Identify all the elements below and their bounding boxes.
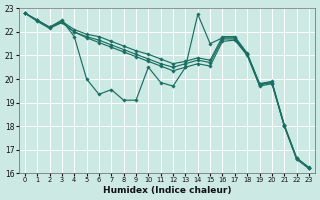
X-axis label: Humidex (Indice chaleur): Humidex (Indice chaleur) bbox=[103, 186, 231, 195]
